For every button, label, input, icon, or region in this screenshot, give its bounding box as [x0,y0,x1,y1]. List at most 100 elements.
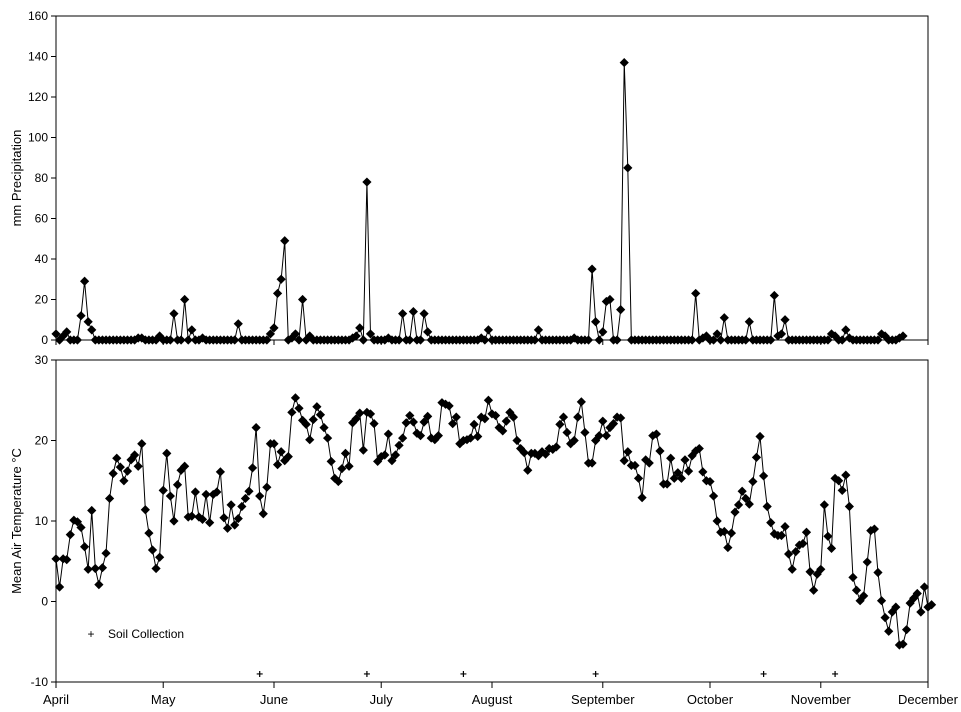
precipitation-plot-frame [55,15,929,341]
temp-data-point [448,418,458,429]
temp-data-point [680,455,690,465]
temp-data-point [369,418,379,429]
temp-data-point [619,456,629,466]
precip-data-point [769,290,779,301]
temp-data-point [862,557,872,567]
temp-data-point [72,517,83,527]
temp-data-point [837,485,847,496]
temp-data-point [151,563,161,574]
temp-data-point [94,579,104,590]
temp-data-point [787,564,797,574]
precip-data-point [365,329,376,339]
x-tick-label-month: September [571,692,635,707]
temp-data-point [580,427,590,438]
soil-collection-marker [363,670,370,677]
temp-data-point [662,479,672,489]
temp-data-point [505,407,515,417]
temp-data-point [873,567,883,578]
precipitation-panel: 0 20 40 60 80 100 120 140 160 mm Precipitation [9,9,929,347]
temp-data-point [258,509,268,519]
soil-collection-marker [592,670,599,677]
temp-data-point [673,468,683,478]
temp-data-point [551,442,561,452]
temp-data-point [651,429,661,439]
precip-data-point [844,333,854,343]
precip-data-point [566,335,576,345]
precip-data-point [598,327,608,337]
temp-data-point [62,555,72,565]
temp-data-point [348,418,358,428]
temp-data-point [666,453,676,463]
temp-data-point [337,464,347,474]
precip-data-point [744,317,754,327]
x-axis-months: April May June July August September October No… [43,340,959,707]
temp-data-point [641,455,651,465]
temp-data-point [219,513,229,523]
temp-data-point [351,414,361,424]
temp-data-point [423,411,433,421]
temp-data-point [255,491,265,501]
temp-data-point [744,499,754,509]
temp-data-point [190,487,200,497]
temp-data-point [794,540,804,550]
temp-data-point [648,431,658,441]
precip-data-point [180,294,190,305]
temp-data-point [226,500,236,510]
temp-data-point [312,402,322,412]
precip-data-point [362,177,372,187]
precip-data-point [348,333,358,343]
temp-data-point [884,626,894,636]
temp-data-point [240,493,251,504]
precip-data-point [297,294,308,305]
precip-data-point [137,333,147,343]
temp-data-point [326,456,336,467]
temp-data-point [437,398,447,408]
temperature-plot-frame [55,359,929,683]
precip-data-point [176,335,186,345]
precip-data-point [716,335,726,345]
temperature-series [55,396,932,646]
temp-data-point [108,468,118,479]
temp-data-point [130,450,140,460]
temp-data-point [387,456,397,466]
temp-data-point [197,514,208,524]
temp-data-point [784,549,794,559]
temp-data-point [755,431,765,442]
temp-data-point [730,507,740,517]
temp-data-point [780,522,790,532]
precip-data-point [605,294,615,305]
temp-data-point [705,476,715,487]
temp-data-point [855,596,865,606]
temp-data-point [401,418,411,428]
temp-data-point [876,596,887,606]
temp-data-point [801,527,812,537]
temperature-markers [51,393,937,650]
precipitation-markers [51,57,908,345]
x-tick-label-month: November [791,692,852,707]
temp-data-point [616,413,626,423]
temperature-y-axis-title: Mean Air Temperature °C [9,448,24,594]
temp-data-point [83,564,93,574]
temp-data-point [819,500,829,510]
temp-data-point [809,585,819,595]
precip-data-point [480,335,490,345]
precip-data-point [358,335,368,345]
temp-data-point [676,473,687,483]
temp-data-point [826,543,837,553]
temp-data-point [433,431,443,441]
temp-data-point [637,493,647,503]
temp-data-point [844,501,854,512]
precipitation-y-axis-title: mm Precipitation [9,130,24,227]
temp-data-point [201,489,211,500]
temp-data-point [841,470,851,480]
temp-data-point [79,542,90,552]
precip-data-point [826,329,837,339]
temp-data-point [766,518,776,528]
temp-data-point [272,460,283,470]
temp-data-point [926,600,937,610]
precip-data-point [776,329,787,339]
temp-data-point [290,393,301,403]
temp-y-tick-label: 10 [35,514,49,528]
temp-data-point [408,417,418,427]
